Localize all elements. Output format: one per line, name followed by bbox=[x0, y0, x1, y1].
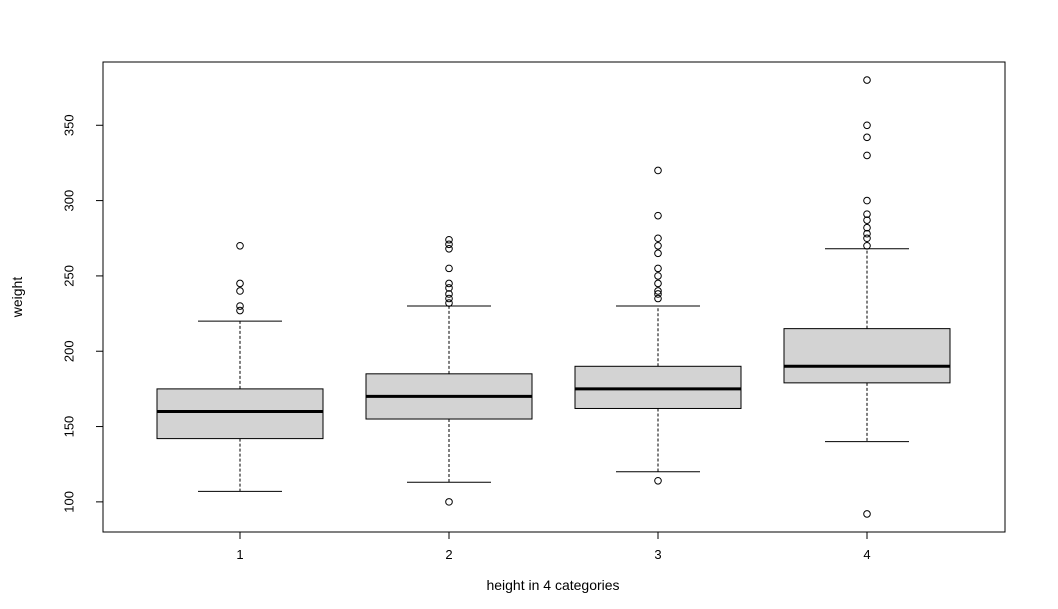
outlier-point bbox=[236, 306, 244, 315]
y-tick-label: 350 bbox=[61, 114, 76, 136]
outlier-point bbox=[445, 284, 453, 292]
box-1 bbox=[156, 388, 324, 440]
plot-frame bbox=[102, 61, 1006, 533]
outlier-point bbox=[654, 249, 662, 258]
outlier-point bbox=[654, 241, 662, 250]
outlier-point bbox=[654, 287, 662, 295]
outlier-point bbox=[863, 76, 871, 84]
outlier-point bbox=[236, 287, 244, 295]
outlier-point bbox=[654, 234, 662, 243]
x-tick-label: 1 bbox=[236, 547, 243, 562]
x-tick-label: 2 bbox=[445, 547, 452, 562]
outlier-point bbox=[654, 476, 662, 485]
outlier-point bbox=[654, 294, 662, 303]
outlier-point bbox=[863, 151, 871, 160]
outlier-point bbox=[445, 294, 453, 303]
outlier-point bbox=[863, 216, 871, 224]
outlier-point bbox=[445, 498, 453, 506]
outlier-point bbox=[863, 234, 871, 243]
outlier-point bbox=[863, 133, 871, 142]
outlier-point bbox=[236, 279, 244, 288]
box-3 bbox=[574, 365, 742, 409]
outlier-point bbox=[445, 264, 453, 273]
outlier-point bbox=[654, 166, 662, 175]
x-tick-label: 4 bbox=[863, 547, 870, 562]
outlier-point bbox=[863, 196, 871, 205]
x-axis-label: height in 4 categories bbox=[486, 577, 619, 593]
outlier-point bbox=[445, 240, 453, 249]
box-4 bbox=[783, 328, 951, 384]
outlier-point bbox=[445, 244, 453, 253]
outlier-point bbox=[445, 235, 453, 244]
outlier-point bbox=[654, 264, 662, 273]
outlier-point bbox=[236, 302, 244, 310]
outlier-point bbox=[863, 223, 871, 232]
x-tick-label: 3 bbox=[654, 547, 661, 562]
outlier-point bbox=[863, 229, 871, 238]
y-tick-label: 200 bbox=[61, 340, 76, 362]
outlier-point bbox=[863, 210, 871, 218]
outlier-point bbox=[654, 290, 662, 298]
y-tick-label: 300 bbox=[61, 190, 76, 212]
y-tick-label: 100 bbox=[61, 491, 76, 513]
y-tick-label: 250 bbox=[61, 265, 76, 287]
outlier-point bbox=[654, 279, 662, 288]
outlier-point bbox=[236, 241, 244, 250]
outlier-point bbox=[445, 299, 453, 307]
outlier-point bbox=[863, 121, 871, 130]
outlier-point bbox=[445, 290, 453, 298]
outlier-point bbox=[654, 211, 662, 220]
outlier-point bbox=[863, 510, 871, 518]
y-tick-label: 150 bbox=[61, 416, 76, 438]
outlier-point bbox=[445, 279, 453, 288]
outlier-point bbox=[654, 272, 662, 280]
y-axis-label: weight bbox=[9, 277, 25, 319]
plot-area: 100 150 200 250 300 350 1 2 3 4 bbox=[61, 61, 1006, 562]
outlier-point bbox=[863, 241, 871, 250]
